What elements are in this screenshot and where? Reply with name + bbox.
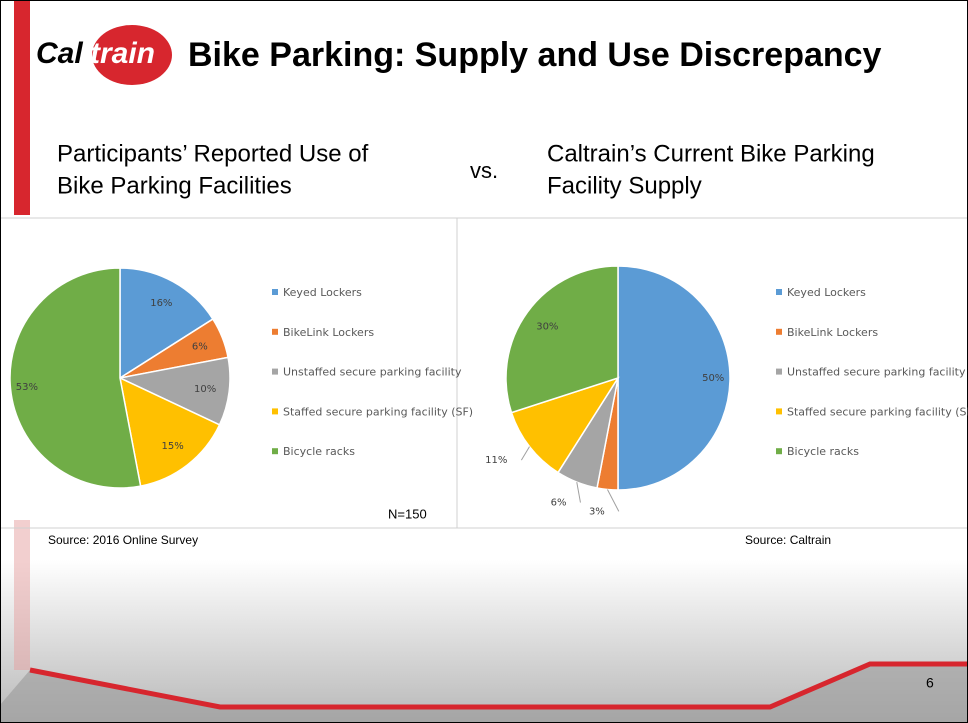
slide: Cal train Bike Parking: Supply and Use D… xyxy=(0,0,968,723)
legend-swatch xyxy=(776,408,782,414)
data-label: 53% xyxy=(16,382,38,393)
page-number: 6 xyxy=(926,675,934,691)
right-subtitle: Caltrain’s Current Bike Parking xyxy=(547,140,875,167)
data-label: 50% xyxy=(702,373,724,384)
legend-swatch xyxy=(272,448,278,454)
legend-label: Staffed secure parking facility (SF) xyxy=(283,405,473,418)
data-label: 15% xyxy=(161,441,183,452)
data-label: 3% xyxy=(589,506,605,517)
legend-label: Unstaffed secure parking facility xyxy=(283,366,462,379)
source: Source: 2016 Online Survey xyxy=(48,533,198,547)
sample-size: N=150 xyxy=(388,506,427,521)
data-label: 6% xyxy=(192,341,208,352)
data-label: 6% xyxy=(551,498,567,509)
legend-swatch xyxy=(272,369,278,375)
legend-swatch xyxy=(272,408,278,414)
legend-label: BikeLink Lockers xyxy=(283,326,374,339)
vs-label: vs. xyxy=(470,158,498,183)
source: Source: Caltrain xyxy=(745,533,831,547)
legend-label: Bicycle racks xyxy=(787,445,859,458)
legend-label: Staffed secure parking facility (SF) xyxy=(787,405,968,418)
data-label: 11% xyxy=(485,455,507,466)
left-subtitle: Bike Parking Facilities xyxy=(57,172,292,199)
legend-swatch xyxy=(272,289,278,295)
legend-swatch xyxy=(776,329,782,335)
legend-label: Keyed Lockers xyxy=(787,286,866,299)
logo-cal: Cal xyxy=(36,37,83,70)
data-label: 10% xyxy=(194,384,216,395)
logo-train: train xyxy=(90,37,155,70)
legend-swatch xyxy=(776,448,782,454)
legend-label: Keyed Lockers xyxy=(283,286,362,299)
legend-swatch xyxy=(776,289,782,295)
data-label: 16% xyxy=(150,298,172,309)
red-bar xyxy=(14,0,30,215)
slide-title: Bike Parking: Supply and Use Discrepancy xyxy=(188,36,882,74)
left-subtitle: Participants’ Reported Use of xyxy=(57,140,369,167)
data-label: 30% xyxy=(536,322,558,333)
right-subtitle: Facility Supply xyxy=(547,172,702,199)
legend-swatch xyxy=(272,329,278,335)
red-bar-faded xyxy=(14,520,30,670)
legend-swatch xyxy=(776,369,782,375)
legend-label: Unstaffed secure parking facility xyxy=(787,366,966,379)
legend-label: Bicycle racks xyxy=(283,445,355,458)
legend-label: BikeLink Lockers xyxy=(787,326,878,339)
